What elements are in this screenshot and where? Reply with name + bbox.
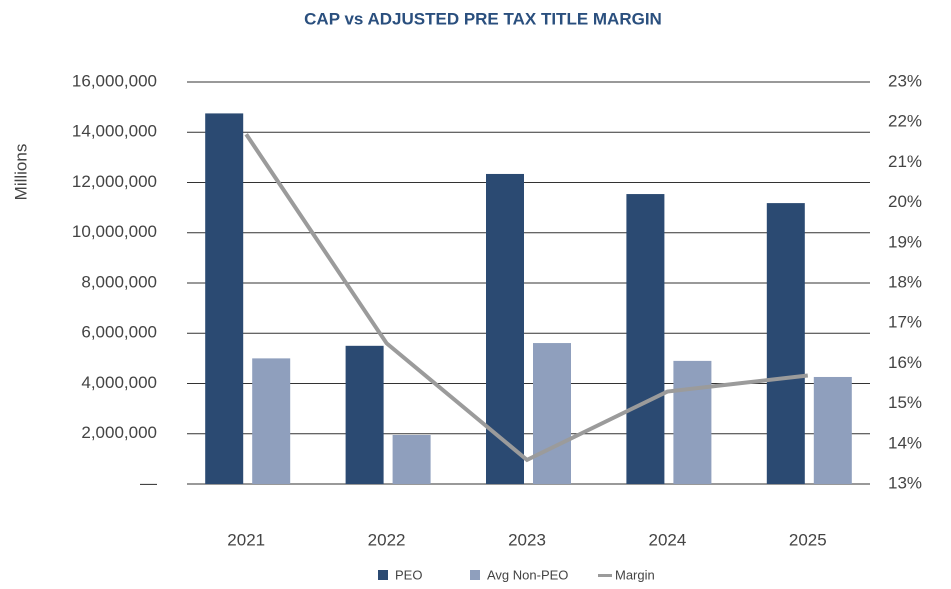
y2-tick-label: 18% xyxy=(888,272,922,291)
legend-label: PEO xyxy=(395,567,422,582)
y2-tick-label: 15% xyxy=(888,393,922,412)
y2-tick-label: 20% xyxy=(888,192,922,211)
y-axis-label: Millions xyxy=(11,144,30,201)
y2-tick-label: 14% xyxy=(888,433,922,452)
x-tick-label: 2022 xyxy=(368,530,406,549)
chart-title: CAP vs ADJUSTED PRE TAX TITLE MARGIN xyxy=(304,9,662,28)
y2-tick-label: 21% xyxy=(888,152,922,171)
y2-tick-label: 23% xyxy=(888,71,922,90)
y-tick-label: 4,000,000 xyxy=(81,373,157,392)
y2-tick-label: 22% xyxy=(888,112,922,131)
legend-swatch xyxy=(598,574,612,577)
x-tick-label: 2023 xyxy=(508,530,546,549)
y-tick-label: 16,000,000 xyxy=(72,71,157,90)
bar xyxy=(766,203,805,485)
x-tick-label: 2024 xyxy=(648,530,686,549)
y2-tick-label: 19% xyxy=(888,232,922,251)
legend-label: Avg Non-PEO xyxy=(487,567,568,582)
y-tick-label: 8,000,000 xyxy=(81,272,157,291)
bar xyxy=(626,194,665,484)
y-tick-label: 6,000,000 xyxy=(81,323,157,342)
x-tick-label: 2025 xyxy=(789,530,827,549)
y-tick-label: 2,000,000 xyxy=(81,423,157,442)
y-tick-label: — xyxy=(140,473,157,492)
legend-swatch xyxy=(470,570,480,580)
y-tick-label: 12,000,000 xyxy=(72,172,157,191)
bar xyxy=(813,376,852,484)
y2-tick-label: 16% xyxy=(888,353,922,372)
bar xyxy=(252,358,291,484)
bar xyxy=(533,343,571,484)
y2-tick-label: 17% xyxy=(888,313,922,332)
bar xyxy=(205,113,244,484)
y2-tick-label: 13% xyxy=(888,473,922,492)
x-tick-label: 2021 xyxy=(227,530,265,549)
y-tick-label: 14,000,000 xyxy=(72,122,157,141)
legend-label: Margin xyxy=(615,567,655,582)
legend-swatch xyxy=(378,570,388,580)
bar xyxy=(392,435,431,484)
bar xyxy=(486,173,524,484)
margin-line xyxy=(244,133,809,463)
bar xyxy=(673,360,712,484)
y-tick-label: 10,000,000 xyxy=(72,222,157,241)
bar xyxy=(345,345,384,484)
